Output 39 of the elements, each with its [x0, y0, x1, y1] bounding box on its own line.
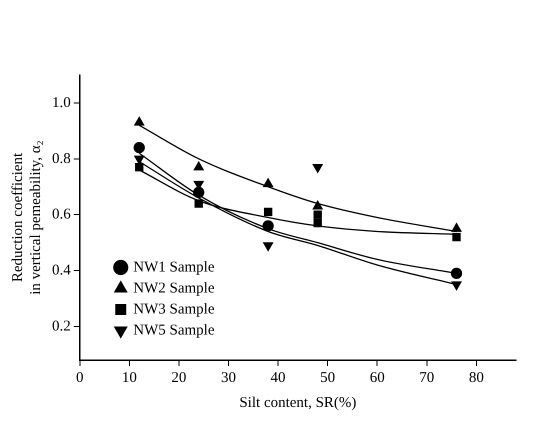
point	[452, 223, 462, 232]
point	[312, 200, 323, 210]
y-axis-title: Reduction coefficient in vertical pemeability, α₂	[10, 140, 44, 295]
y-tick-label: 1.0	[52, 94, 71, 111]
point	[452, 232, 461, 242]
x-tick-label: 50	[320, 370, 336, 386]
point	[194, 199, 203, 208]
x-tick-label: 10	[122, 370, 137, 386]
legend-label: NW5 Sample	[133, 322, 215, 338]
point	[135, 163, 144, 172]
point	[312, 164, 323, 173]
point	[134, 142, 145, 154]
point	[314, 210, 322, 219]
legend-label: NW1 Sample	[133, 259, 215, 276]
x-tick-label: 40	[270, 370, 286, 386]
x-tick-label: 60	[370, 370, 385, 386]
point	[314, 218, 322, 228]
point	[263, 178, 274, 188]
y-tick-label: 0.8	[52, 150, 71, 167]
y-tick-label: 0.6	[52, 206, 72, 223]
point	[263, 242, 274, 252]
point	[193, 186, 204, 198]
x-tick-label: 80	[468, 370, 484, 386]
y-tick-label: 0.2	[52, 318, 71, 334]
y-tick-label: 0.4	[52, 262, 72, 279]
x-tick-label: 30	[220, 370, 236, 386]
point	[134, 156, 144, 164]
legend-label: NW2 Sample	[133, 280, 215, 296]
point	[262, 220, 274, 232]
point	[134, 116, 144, 126]
x-axis-title: Silt content, SR(%)	[239, 394, 356, 411]
point	[264, 208, 272, 216]
legend-label: NW3 Sample	[133, 301, 215, 318]
point	[452, 281, 462, 290]
x-tick-label: 70	[419, 370, 434, 386]
x-tick-label: 20	[171, 370, 186, 386]
point	[194, 162, 204, 170]
x-tick-label: 0	[76, 370, 84, 386]
point	[450, 268, 462, 280]
